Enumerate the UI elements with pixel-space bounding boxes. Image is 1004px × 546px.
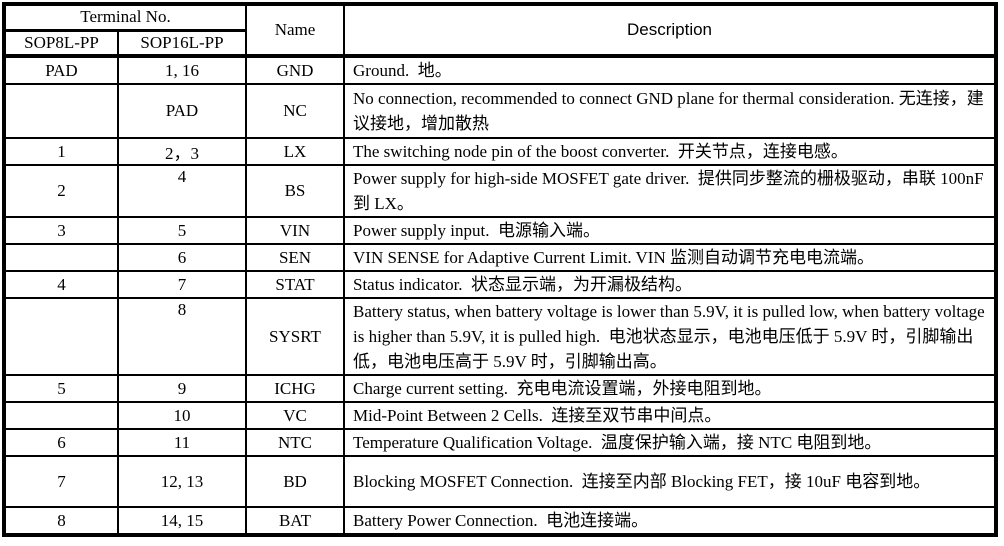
- header-row-packages: SOP8L-PP SOP16L-PP: [3, 29, 996, 58]
- table-row: 6 SEN VIN SENSE for Adaptive Current Limit…: [3, 243, 997, 272]
- sop16l-pp-column-header: SOP16L-PP: [117, 29, 247, 58]
- terminal-description-table: Terminal No. Name Description SOP8L-PP S…: [2, 2, 998, 537]
- terminal-no-sop16-cell: 8: [117, 297, 247, 376]
- terminal-no-sop8-cell: 1: [3, 137, 119, 166]
- terminal-no-sop16-cell: 4: [117, 164, 247, 218]
- sop8l-pp-column-header: SOP8L-PP: [3, 29, 119, 58]
- terminal-no-sop8-cell: PAD: [3, 55, 119, 85]
- table-row: 8 SYSRT Battery status, when battery volta…: [3, 297, 997, 376]
- terminal-no-sop8-cell: [3, 83, 119, 139]
- table-row: PAD NC No connection, recommended to conne…: [3, 83, 997, 139]
- table-row: 4 7 STAT Status indicator. 状态显示端，为开漏极结构。: [3, 270, 997, 299]
- terminal-no-sop16-cell: 5: [117, 216, 247, 245]
- terminal-no-sop8-cell: 6: [3, 428, 119, 457]
- pin-name-cell: STAT: [245, 270, 345, 299]
- terminal-no-sop8-cell: 7: [3, 455, 119, 508]
- pin-name-cell: BAT: [245, 506, 345, 536]
- pin-table-body: PAD 1, 16 GND Ground. 地。 PAD NC No connection,…: [3, 55, 997, 536]
- terminal-no-sop8-cell: 2: [3, 164, 119, 218]
- pin-description-cell: Status indicator. 状态显示端，为开漏极结构。: [343, 270, 997, 299]
- terminal-no-sop8-cell: [3, 243, 119, 272]
- terminal-no-sop16-cell: 1, 16: [117, 55, 247, 85]
- table-row: 5 9 ICHG Charge current setting. 充电电流设置端，外接…: [3, 374, 997, 403]
- pin-description-cell: Blocking MOSFET Connection. 连接至内部 Blocki…: [343, 455, 997, 508]
- pin-name-cell: VIN: [245, 216, 345, 245]
- terminal-no-sop16-cell: 12, 13: [117, 455, 247, 508]
- table-row: 8 14, 15 BAT Battery Power Connection. 电池连接…: [3, 506, 997, 536]
- pin-description-cell: The switching node pin of the boost conv…: [343, 137, 997, 166]
- table-row: 10 VC Mid-Point Between 2 Cells. 连接至双节串中间点…: [3, 401, 997, 430]
- pin-name-cell: NC: [245, 83, 345, 139]
- pin-name-cell: LX: [245, 137, 345, 166]
- pin-name-cell: SEN: [245, 243, 345, 272]
- pin-description-cell: VIN SENSE for Adaptive Current Limit. VI…: [343, 243, 997, 272]
- description-header: Description: [343, 3, 997, 58]
- pin-name-cell: VC: [245, 401, 345, 430]
- table-row: 1 2，3 LX The switching node pin of the boos…: [3, 137, 997, 166]
- pin-name-cell: SYSRT: [245, 297, 345, 376]
- pin-description-cell: Temperature Qualification Voltage. 温度保护输…: [343, 428, 997, 457]
- name-header: Name: [245, 3, 345, 58]
- pin-description-cell: Ground. 地。: [343, 55, 997, 85]
- terminal-no-sop16-cell: 7: [117, 270, 247, 299]
- terminal-no-sop16-cell: 11: [117, 428, 247, 457]
- pin-description-cell: Charge current setting. 充电电流设置端，外接电阻到地。: [343, 374, 997, 403]
- table-row: 7 12, 13 BD Blocking MOSFET Connection. 连接至…: [3, 455, 997, 508]
- pin-description-cell: Battery status, when battery voltage is …: [343, 297, 997, 376]
- terminal-no-sop16-cell: PAD: [117, 83, 247, 139]
- table-row: 6 11 NTC Temperature Qualification Voltage.…: [3, 428, 997, 457]
- table-row: PAD 1, 16 GND Ground. 地。: [3, 55, 997, 85]
- terminal-no-sop16-cell: 6: [117, 243, 247, 272]
- terminal-no-sop8-cell: 5: [3, 374, 119, 403]
- pin-description-cell: Power supply for high-side MOSFET gate d…: [343, 164, 997, 218]
- pin-name-cell: GND: [245, 55, 345, 85]
- pin-name-cell: NTC: [245, 428, 345, 457]
- terminal-no-sop8-cell: 8: [3, 506, 119, 536]
- terminal-no-sop16-cell: 14, 15: [117, 506, 247, 536]
- terminal-no-sop8-cell: 3: [3, 216, 119, 245]
- pin-name-cell: BD: [245, 455, 345, 508]
- terminal-no-sop16-cell: 9: [117, 374, 247, 403]
- terminal-no-sop16-cell: 10: [117, 401, 247, 430]
- pin-name-cell: ICHG: [245, 374, 345, 403]
- pin-name-cell: BS: [245, 164, 345, 218]
- table-row: 2 4 BS Power supply for high-side MOSFET ga…: [3, 164, 997, 218]
- table-row: 3 5 VIN Power supply input. 电源输入端。: [3, 216, 997, 245]
- pin-description-cell: Power supply input. 电源输入端。: [343, 216, 997, 245]
- terminal-no-sop8-cell: 4: [3, 270, 119, 299]
- terminal-no-sop8-cell: [3, 297, 119, 376]
- pin-description-cell: Mid-Point Between 2 Cells. 连接至双节串中间点。: [343, 401, 997, 430]
- pin-description-cell: No connection, recommended to connect GN…: [343, 83, 997, 139]
- terminal-no-sop16-cell: 2，3: [117, 137, 247, 166]
- header-row-terminal: Terminal No. Name Description: [3, 3, 997, 58]
- pin-description-cell: Battery Power Connection. 电池连接端。: [343, 506, 997, 536]
- terminal-no-sop8-cell: [3, 401, 119, 430]
- terminal-no-header: Terminal No.: [3, 3, 247, 32]
